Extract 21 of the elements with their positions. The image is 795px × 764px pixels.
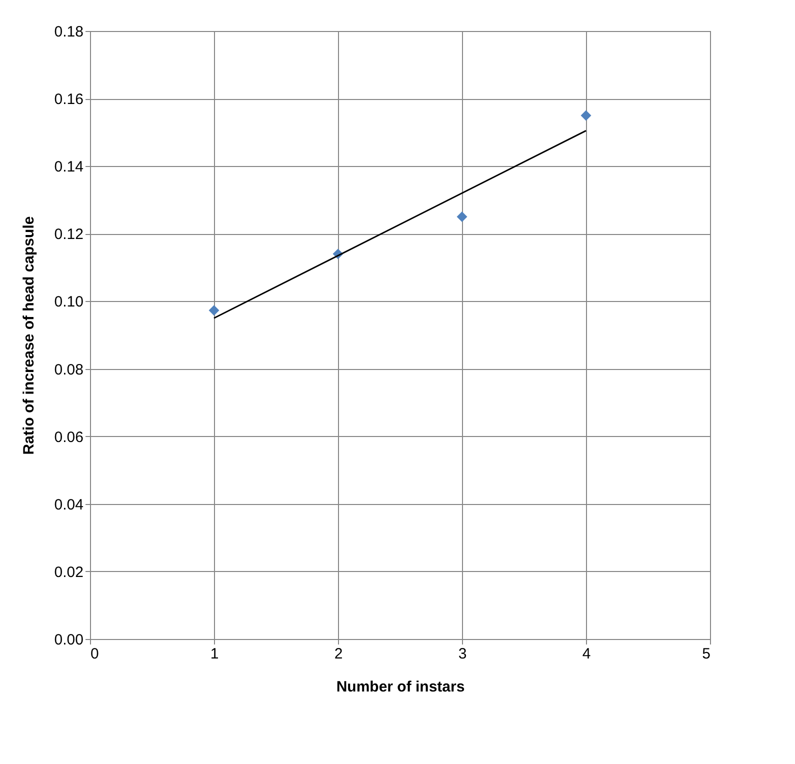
y-tick-label: 0.06 <box>54 428 84 446</box>
y-tick-label: 0.10 <box>54 294 84 311</box>
x-tick-label: 1 <box>210 646 219 662</box>
point <box>580 110 592 121</box>
y-tick-label: 0.00 <box>54 632 84 648</box>
y-tick-label: 0.04 <box>54 496 84 514</box>
x-tick-label: 3 <box>458 646 467 662</box>
y-tick-label: 0.14 <box>54 158 84 176</box>
y-tick-label: 0.08 <box>54 361 84 378</box>
x-tick-label: 5 <box>702 646 710 662</box>
y-tick-label: 0.12 <box>54 226 84 244</box>
point <box>456 212 468 222</box>
x-tick-label: 2 <box>334 646 343 662</box>
point <box>208 305 220 316</box>
y-tick-label: 0.18 <box>54 24 84 40</box>
y-tick-label: 0.16 <box>54 91 84 108</box>
x-tick-label: 0 <box>90 646 99 662</box>
x-axis-title: Number of instars <box>336 678 465 696</box>
y-tick-label: 0.02 <box>54 564 84 581</box>
y-axis-title: Ratio of increase of head capsule <box>20 216 38 455</box>
x-tick-label: 4 <box>582 646 591 662</box>
